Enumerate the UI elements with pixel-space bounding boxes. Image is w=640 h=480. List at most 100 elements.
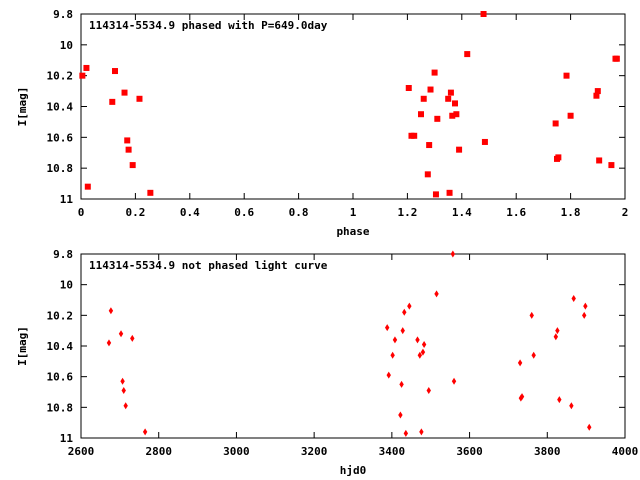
unphased-y-axis-label: I[mag] bbox=[16, 326, 29, 366]
unphased-x-tick-label: 3400 bbox=[379, 445, 406, 458]
phased-x-tick-label: 1.8 bbox=[561, 206, 581, 219]
unphased-data-point bbox=[419, 428, 424, 436]
phased-data-point bbox=[596, 157, 603, 164]
phased-y-tick-label: 10.6 bbox=[47, 131, 74, 144]
unphased-x-axis-label: hjd0 bbox=[340, 464, 367, 477]
phased-light-curve-panel: 0 0.2 0.4 0.6 0.8 1 1.2 1.4 1.6 1.8 2 9.8 10 10.2 10.4… bbox=[16, 8, 628, 238]
unphased-data-point bbox=[121, 386, 126, 394]
unphased-data-point bbox=[415, 336, 420, 344]
unphased-data-point bbox=[434, 290, 439, 298]
unphased-data-point bbox=[420, 348, 426, 356]
unphased-data-point bbox=[130, 334, 135, 342]
unphased-data-point bbox=[557, 396, 562, 404]
phased-data-point bbox=[129, 162, 136, 169]
phased-data-point bbox=[125, 146, 132, 153]
phased-x-tick-label: 0.8 bbox=[289, 206, 309, 219]
phased-x-tick-label: 1.6 bbox=[506, 206, 526, 219]
phased-data-point bbox=[453, 111, 460, 118]
phased-data-point bbox=[593, 92, 600, 99]
unphased-data-point bbox=[451, 377, 457, 385]
unphased-data-point bbox=[392, 336, 398, 344]
phased-data-point bbox=[79, 72, 86, 79]
phased-data-point bbox=[445, 95, 452, 102]
unphased-data-point bbox=[386, 371, 391, 379]
unphased-y-tick-label: 9.8 bbox=[53, 248, 73, 261]
phased-y-tick-label: 10.2 bbox=[47, 70, 74, 83]
phased-x-tick-label: 1.4 bbox=[452, 206, 472, 219]
unphased-y-tick-label: 10 bbox=[60, 279, 73, 292]
phased-x-tick-label: 0.6 bbox=[234, 206, 254, 219]
unphased-x-tick-label: 4000 bbox=[612, 445, 639, 458]
unphased-data-point bbox=[120, 377, 125, 385]
phased-x-axis-label: phase bbox=[336, 225, 369, 238]
phased-data-point bbox=[446, 189, 453, 196]
unphased-data-point bbox=[142, 428, 148, 436]
phased-data-point bbox=[447, 89, 454, 96]
unphased-data-point bbox=[106, 339, 112, 347]
unphased-data-point bbox=[384, 324, 390, 332]
unphased-x-tick-label: 3200 bbox=[301, 445, 328, 458]
phased-data-point bbox=[84, 183, 91, 190]
unphased-x-tick-label: 3000 bbox=[223, 445, 250, 458]
unphased-data-point bbox=[108, 307, 114, 315]
unphased-data-point bbox=[582, 311, 587, 319]
unphased-data-point bbox=[519, 393, 525, 401]
unphased-y-tick-label: 10.8 bbox=[47, 401, 74, 414]
phased-x-tick-label: 1 bbox=[350, 206, 357, 219]
phased-chart-title: 114314-5534.9 phased with P=649.0day bbox=[89, 19, 328, 32]
phased-data-point bbox=[431, 69, 438, 76]
unphased-data-point bbox=[123, 402, 128, 410]
unphased-data-point bbox=[407, 302, 412, 310]
unphased-data-point bbox=[417, 351, 423, 359]
unphased-chart-title: 114314-5534.9 not phased light curve bbox=[89, 259, 328, 272]
unphased-data-point bbox=[529, 311, 534, 319]
phased-data-point bbox=[608, 162, 615, 169]
unphased-data-point bbox=[571, 294, 576, 302]
unphased-data-point bbox=[402, 308, 407, 316]
phased-data-point bbox=[594, 88, 601, 95]
unphased-data-point bbox=[421, 340, 427, 348]
phased-data-point bbox=[555, 154, 562, 161]
phased-data-point bbox=[456, 146, 463, 153]
phased-data-point bbox=[567, 112, 574, 119]
phased-data-point bbox=[121, 89, 128, 96]
unphased-data-point bbox=[450, 250, 456, 258]
phased-data-point bbox=[434, 115, 441, 122]
phased-data-point bbox=[112, 68, 118, 75]
phased-data-point bbox=[405, 85, 412, 91]
unphased-x-tick-label: 2800 bbox=[145, 445, 172, 458]
phased-data-point bbox=[411, 132, 418, 139]
phased-data-point bbox=[449, 112, 456, 119]
unphased-data-point bbox=[398, 411, 403, 419]
unphased-data-point bbox=[426, 386, 431, 394]
phased-data-point bbox=[432, 191, 439, 198]
phased-x-tick-label: 2 bbox=[622, 206, 629, 219]
phased-x-tick-label: 0 bbox=[78, 206, 85, 219]
unphased-data-point bbox=[555, 327, 560, 335]
phased-data-point bbox=[109, 98, 116, 105]
phased-data-point bbox=[464, 51, 471, 58]
unphased-y-tick-label: 10.2 bbox=[47, 309, 74, 322]
phased-data-point bbox=[136, 95, 143, 102]
phased-data-point bbox=[424, 171, 431, 178]
unphased-y-tick-label: 10.6 bbox=[47, 371, 74, 384]
phased-data-point bbox=[563, 72, 570, 79]
unphased-data-point bbox=[587, 423, 592, 431]
phased-data-point bbox=[552, 120, 559, 127]
phased-data-point bbox=[124, 137, 131, 144]
unphased-x-tick-label: 3600 bbox=[456, 445, 483, 458]
phased-data-point bbox=[427, 86, 434, 93]
phased-y-tick-label: 10.8 bbox=[47, 162, 74, 175]
phased-data-point bbox=[418, 111, 424, 118]
phased-data-point bbox=[481, 138, 488, 145]
phased-x-tick-label: 0.4 bbox=[180, 206, 200, 219]
phased-data-point bbox=[147, 189, 154, 196]
unphased-data-point bbox=[399, 380, 404, 388]
phased-data-point bbox=[452, 100, 458, 107]
unphased-data-point bbox=[583, 302, 588, 310]
phased-y-axis-label: I[mag] bbox=[16, 87, 29, 127]
phased-x-tick-label: 1.2 bbox=[397, 206, 417, 219]
phased-x-tick-label: 0.2 bbox=[125, 206, 145, 219]
